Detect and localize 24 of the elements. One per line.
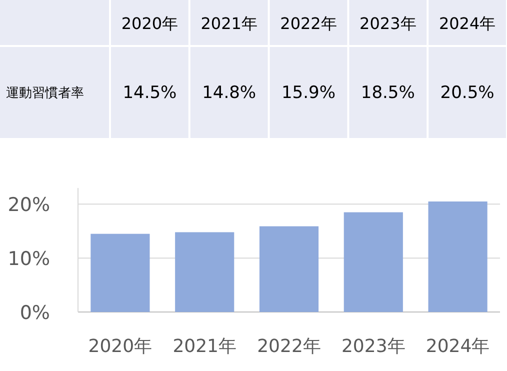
category-label: 2021年	[200, 14, 258, 33]
x-tick-label: 2022年	[257, 336, 321, 357]
x-tick-label: 2024年	[426, 336, 490, 357]
bar	[175, 232, 234, 312]
category-label: 2024年	[438, 14, 496, 33]
text: 運動習慣者率	[6, 85, 84, 101]
category-label: 2022年	[280, 14, 337, 33]
y-tick-label: 20%	[8, 194, 50, 216]
data-label: 18.5%	[360, 83, 415, 103]
data-label: 14.5%	[122, 83, 177, 103]
bar	[259, 226, 319, 312]
x-tick-label: 2021年	[172, 336, 237, 357]
data-label: 20.5%	[440, 83, 494, 103]
y-tick-label: 0%	[20, 302, 50, 324]
y-tick-label: 10%	[8, 248, 50, 270]
x-tick-label: 2023年	[341, 336, 406, 357]
bar	[344, 212, 403, 312]
category-label: 2020年	[121, 14, 178, 33]
category-label: 2023年	[360, 14, 416, 33]
x-tick-label: 2020年	[88, 336, 152, 357]
bar	[90, 234, 150, 312]
data-label: 15.9%	[281, 83, 336, 103]
bar	[428, 201, 488, 312]
data-label: 14.8%	[202, 83, 256, 103]
